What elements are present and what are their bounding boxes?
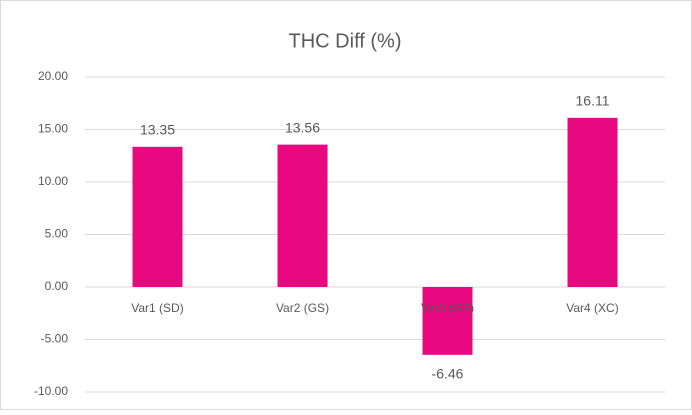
data-label: 13.35 [140,122,175,138]
y-tick-label: -10.00 [34,384,68,398]
bar [567,117,618,287]
bar [422,287,473,355]
y-tick-label: 5.00 [45,227,69,241]
data-label: -6.46 [432,366,464,382]
y-tick-label: 0.00 [45,279,69,293]
bar [132,146,183,287]
x-tick-label: Var2 (GS) [276,301,329,315]
y-tick-label: -5.00 [41,332,69,346]
x-tick-label: Var4 (XC) [566,301,618,315]
bar [277,144,328,287]
x-tick-label: Var3 (GS) [421,301,474,315]
y-tick-label: 10.00 [38,174,68,188]
data-label: 13.56 [285,119,320,135]
y-tick-label: 20.00 [38,69,68,83]
chart-title: THC Diff (%) [289,30,402,52]
data-label: 16.11 [576,93,610,109]
y-tick-label: 15.00 [38,122,68,136]
x-tick-label: Var1 (SD) [131,301,183,315]
